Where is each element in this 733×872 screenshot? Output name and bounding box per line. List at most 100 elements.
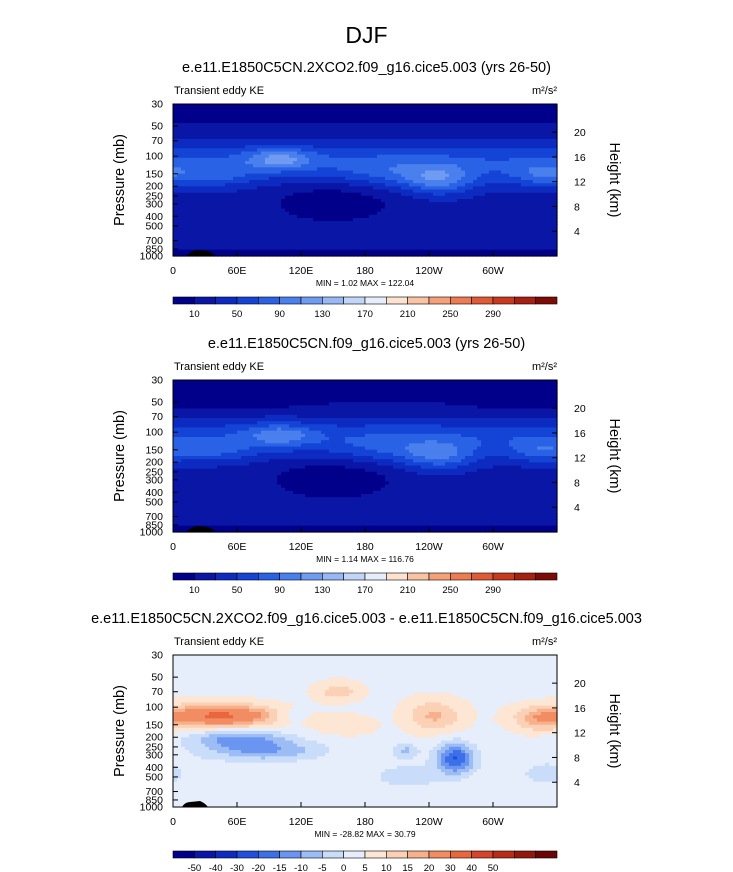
colorbar-box [450,297,471,304]
height-tick-label: 4 [574,226,580,238]
height-tick-label: 16 [574,428,586,440]
colorbar-box [429,851,450,858]
height-tick-label: 4 [574,502,580,514]
colorbar-box [280,297,301,304]
colorbar-label: 250 [442,309,458,320]
height-tick-label: 16 [574,152,586,164]
heatmap-field [173,104,558,257]
colorbar-box [322,297,343,304]
colorbar-box [258,851,279,858]
colorbar: 10 50 90 130 170 210 250 290 [173,573,557,596]
colorbar-label: 40 [466,863,477,872]
colorbar-label: 15 [402,863,413,872]
colorbar-box [280,851,301,858]
colorbar-label: 50 [232,309,243,320]
y-tick-label: 50 [151,397,163,409]
height-tick-label: 20 [574,678,586,690]
y-axis-title: Pressure (mb) [112,134,128,226]
colorbar-box [237,573,258,580]
x-tick-label: 0 [170,541,176,553]
colorbar-label: 210 [400,585,416,596]
x-tick-label: 180 [356,265,374,277]
colorbar-label: 20 [424,863,435,872]
y-tick-label: 70 [151,686,163,698]
colorbar-box [344,573,365,580]
x-tick-label: 60E [228,265,247,277]
colorbar-label: -50 [187,863,201,872]
x-tick-label: 120E [289,265,314,277]
colorbar-label: -15 [273,863,287,872]
field-label: Transient eddy KE [174,636,264,648]
min-max-stats: MIN = 1.14 MAX = 116.76 [316,554,414,564]
colorbar-box [493,573,514,580]
y-tick-label: 150 [145,168,163,180]
colorbar-label: 170 [357,309,373,320]
colorbar-label: 250 [442,585,458,596]
colorbar-box [194,297,215,304]
height-tick-label: 8 [574,201,580,213]
colorbar-box [472,573,493,580]
colorbar-box [344,297,365,304]
right-axis-title: Height (km) [606,694,622,769]
colorbar-box [386,851,407,858]
colorbar-label: -40 [209,863,223,872]
y-tick-label: 70 [151,411,163,423]
right-axis-title: Height (km) [606,419,622,494]
y-tick-label: 50 [151,672,163,684]
y-tick-label: 30 [151,375,163,387]
colorbar-box [301,297,322,304]
colorbar-box [301,573,322,580]
x-tick-label: 60W [482,816,504,828]
colorbar-label: 0 [341,863,346,872]
units-label: m²/s² [532,85,557,97]
y-axis-title: Pressure (mb) [112,685,128,777]
heatmap-field [173,655,558,808]
y-tick-label: 500 [145,220,163,232]
y-tick-label: 300 [145,198,163,210]
colorbar-label: 5 [362,863,367,872]
height-tick-label: 4 [574,777,580,789]
x-tick-label: 120E [289,816,314,828]
x-tick-label: 120E [289,541,314,553]
x-tick-label: 180 [356,816,374,828]
x-tick-label: 120W [415,816,443,828]
x-tick-label: 60W [482,265,504,277]
x-tick-label: 60E [228,541,247,553]
x-tick-label: 120W [415,265,443,277]
y-tick-label: 30 [151,99,163,111]
colorbar-box [216,573,237,580]
colorbar-box [365,851,386,858]
colorbar-box [216,297,237,304]
colorbar-box [514,851,535,858]
y-axis-title: Pressure (mb) [112,410,128,502]
colorbar-box [408,851,429,858]
colorbar-label: 50 [232,585,243,596]
colorbar-box [301,851,322,858]
colorbar-label: 170 [357,585,373,596]
y-tick-label: 500 [145,771,163,783]
colorbar-box [280,573,301,580]
y-tick-label: 50 [151,121,163,133]
field-label: Transient eddy KE [174,361,264,373]
height-tick-label: 20 [574,127,586,139]
colorbar: 10 50 90 130 170 210 250 290 [173,297,557,320]
colorbar-box [173,851,194,858]
colorbar-box [365,573,386,580]
colorbar-box [408,297,429,304]
colorbar-box [429,297,450,304]
colorbar-label: 210 [400,309,416,320]
y-tick-label: 500 [145,496,163,508]
colorbar-label: -30 [230,863,244,872]
colorbar-label: 290 [485,585,501,596]
colorbar-box [536,573,557,580]
colorbar-box [237,851,258,858]
y-tick-label: 100 [145,151,163,163]
panel-3: Transient eddy KE m²/s²305070100150200250… [112,636,622,872]
min-max-stats: MIN = -28.82 MAX = 30.79 [314,829,415,839]
field-label: Transient eddy KE [174,85,264,97]
panel-1: Transient eddy KE m²/s²305070100150200250… [112,85,622,320]
colorbar-box [386,573,407,580]
colorbar-label: 90 [274,309,285,320]
x-tick-label: 60E [228,816,247,828]
x-tick-label: 180 [356,541,374,553]
